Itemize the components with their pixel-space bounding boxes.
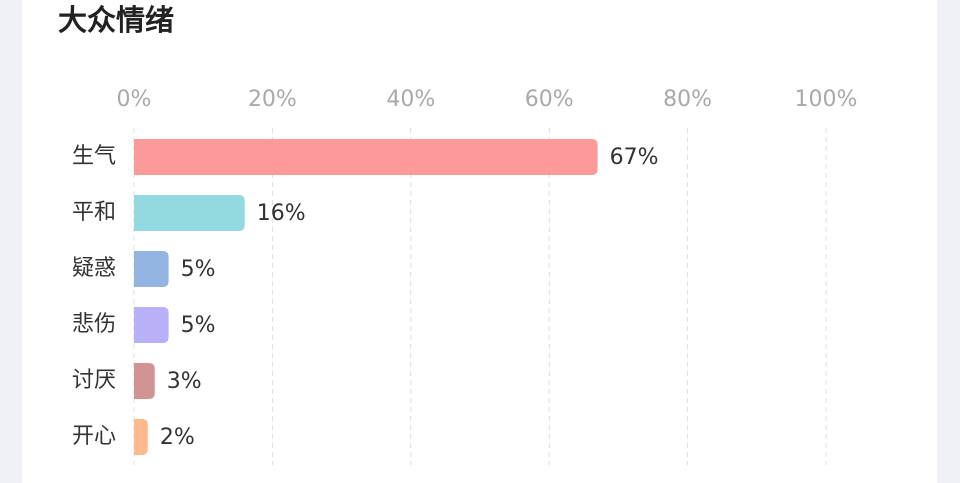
bar <box>134 363 155 399</box>
x-tick-label: 80% <box>663 87 712 112</box>
bar <box>134 307 169 343</box>
value-label: 2% <box>160 425 195 450</box>
chart-title: 大众情绪 <box>58 3 174 37</box>
category-label: 开心 <box>72 424 116 449</box>
category-label: 平和 <box>72 200 116 225</box>
x-tick-label: 40% <box>386 87 435 112</box>
x-tick-label: 100% <box>795 87 858 112</box>
value-label: 5% <box>181 257 216 282</box>
value-label: 67% <box>610 145 659 170</box>
bar <box>134 251 169 287</box>
category-label: 生气 <box>72 144 116 169</box>
bar <box>134 139 598 175</box>
x-tick-label: 60% <box>525 87 574 112</box>
x-tick-label: 0% <box>117 87 152 112</box>
value-label: 16% <box>257 201 306 226</box>
bar <box>134 195 245 231</box>
bar <box>134 419 148 455</box>
card <box>22 0 937 483</box>
value-label: 3% <box>167 369 202 394</box>
category-label: 悲伤 <box>72 312 116 337</box>
x-tick-label: 20% <box>248 87 297 112</box>
value-label: 5% <box>181 313 216 338</box>
category-label: 讨厌 <box>72 368 116 393</box>
category-label: 疑惑 <box>72 256 116 281</box>
